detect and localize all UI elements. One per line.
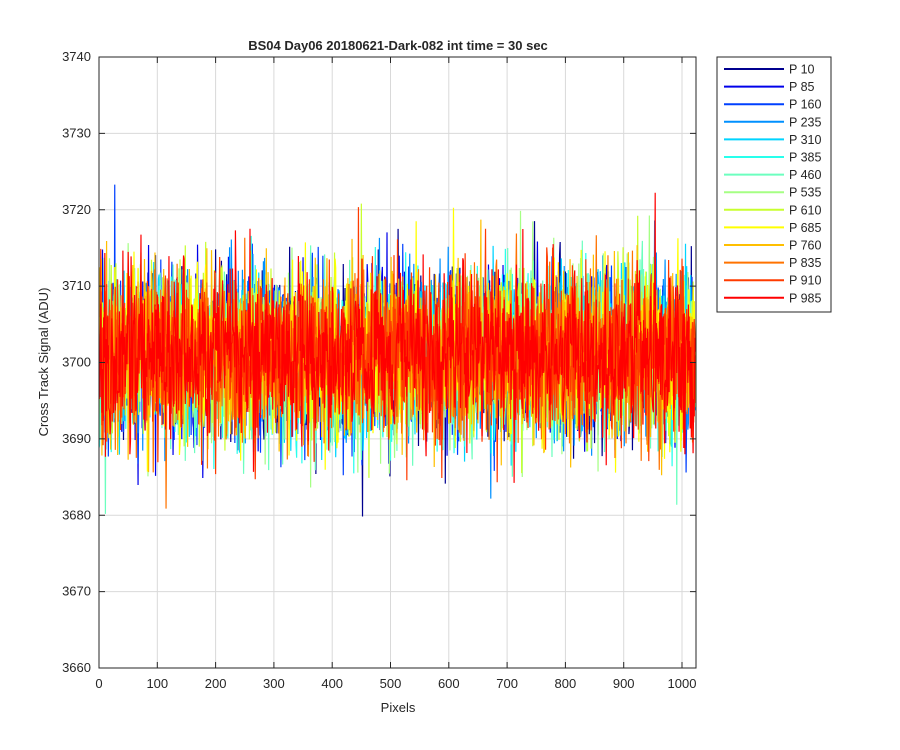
- x-tick-label: 300: [263, 676, 285, 691]
- legend-item: P 10: [724, 63, 815, 77]
- legend: P 10 P 85 P 160 P 235 P 310 P 385 P 460 P 535 P …: [716, 56, 832, 313]
- legend-label: P 385: [789, 151, 821, 165]
- x-tick-label: 200: [205, 676, 227, 691]
- y-tick-label: 3720: [62, 202, 91, 217]
- legend-label: P 685: [789, 221, 821, 235]
- legend-label: P 610: [789, 203, 821, 217]
- x-tick-label: 400: [321, 676, 343, 691]
- y-tick-label: 3710: [62, 278, 91, 293]
- legend-label: P 160: [789, 98, 821, 112]
- y-tick-labels: 3660 3670 3680 3690 3700 3710 3720 3730 3740: [62, 49, 91, 675]
- legend-item: P 385: [724, 151, 821, 165]
- legend-item: P 760: [724, 239, 821, 253]
- series-line: [99, 192, 696, 483]
- y-axis-label: Cross Track Signal (ADU): [36, 288, 51, 437]
- legend-item: P 910: [724, 274, 821, 288]
- x-tick-label: 500: [380, 676, 402, 691]
- x-tick-label: 100: [146, 676, 168, 691]
- x-axis-label: Pixels: [381, 700, 416, 715]
- legend-label: P 310: [789, 133, 821, 147]
- legend-label: P 910: [789, 274, 821, 288]
- legend-label: P 10: [789, 63, 815, 77]
- y-tick-label: 3660: [62, 660, 91, 675]
- y-tick-label: 3700: [62, 355, 91, 370]
- legend-box: [716, 56, 832, 313]
- y-tick-label: 3740: [62, 49, 91, 64]
- x-tick-label: 900: [613, 676, 635, 691]
- legend-item: P 160: [724, 98, 821, 112]
- y-tick-label: 3680: [62, 507, 91, 522]
- x-tick-label: 600: [438, 676, 460, 691]
- x-tick-labels: 0 100 200 300 400 500 600 700 800 900 1000: [95, 676, 696, 691]
- axis-ticks: [98, 56, 696, 669]
- legend-item: P 460: [724, 168, 821, 182]
- legend-label: P 535: [789, 186, 821, 200]
- y-tick-label: 3670: [62, 584, 91, 599]
- legend-item: P 535: [724, 186, 821, 200]
- legend-item: P 85: [724, 80, 815, 94]
- legend-item: P 985: [724, 291, 821, 305]
- legend-item: P 235: [724, 115, 821, 129]
- legend-label: P 835: [789, 256, 821, 270]
- x-tick-label: 700: [496, 676, 518, 691]
- plot-area: [99, 184, 696, 517]
- legend-item: P 310: [724, 133, 821, 147]
- legend-label: P 760: [789, 239, 821, 253]
- legend-label: P 235: [789, 115, 821, 129]
- y-tick-label: 3690: [62, 431, 91, 446]
- legend-label: P 460: [789, 168, 821, 182]
- legend-item: P 835: [724, 256, 821, 270]
- y-tick-label: 3730: [62, 125, 91, 140]
- legend-item: P 685: [724, 221, 821, 235]
- legend-item: P 610: [724, 203, 821, 217]
- x-tick-label: 1000: [668, 676, 697, 691]
- legend-label: P 85: [789, 80, 815, 94]
- x-tick-label: 0: [95, 676, 102, 691]
- chart-title: BS04 Day06 20180621-Dark-082 int time = …: [248, 38, 548, 53]
- legend-label: P 985: [789, 291, 821, 305]
- x-tick-label: 800: [555, 676, 577, 691]
